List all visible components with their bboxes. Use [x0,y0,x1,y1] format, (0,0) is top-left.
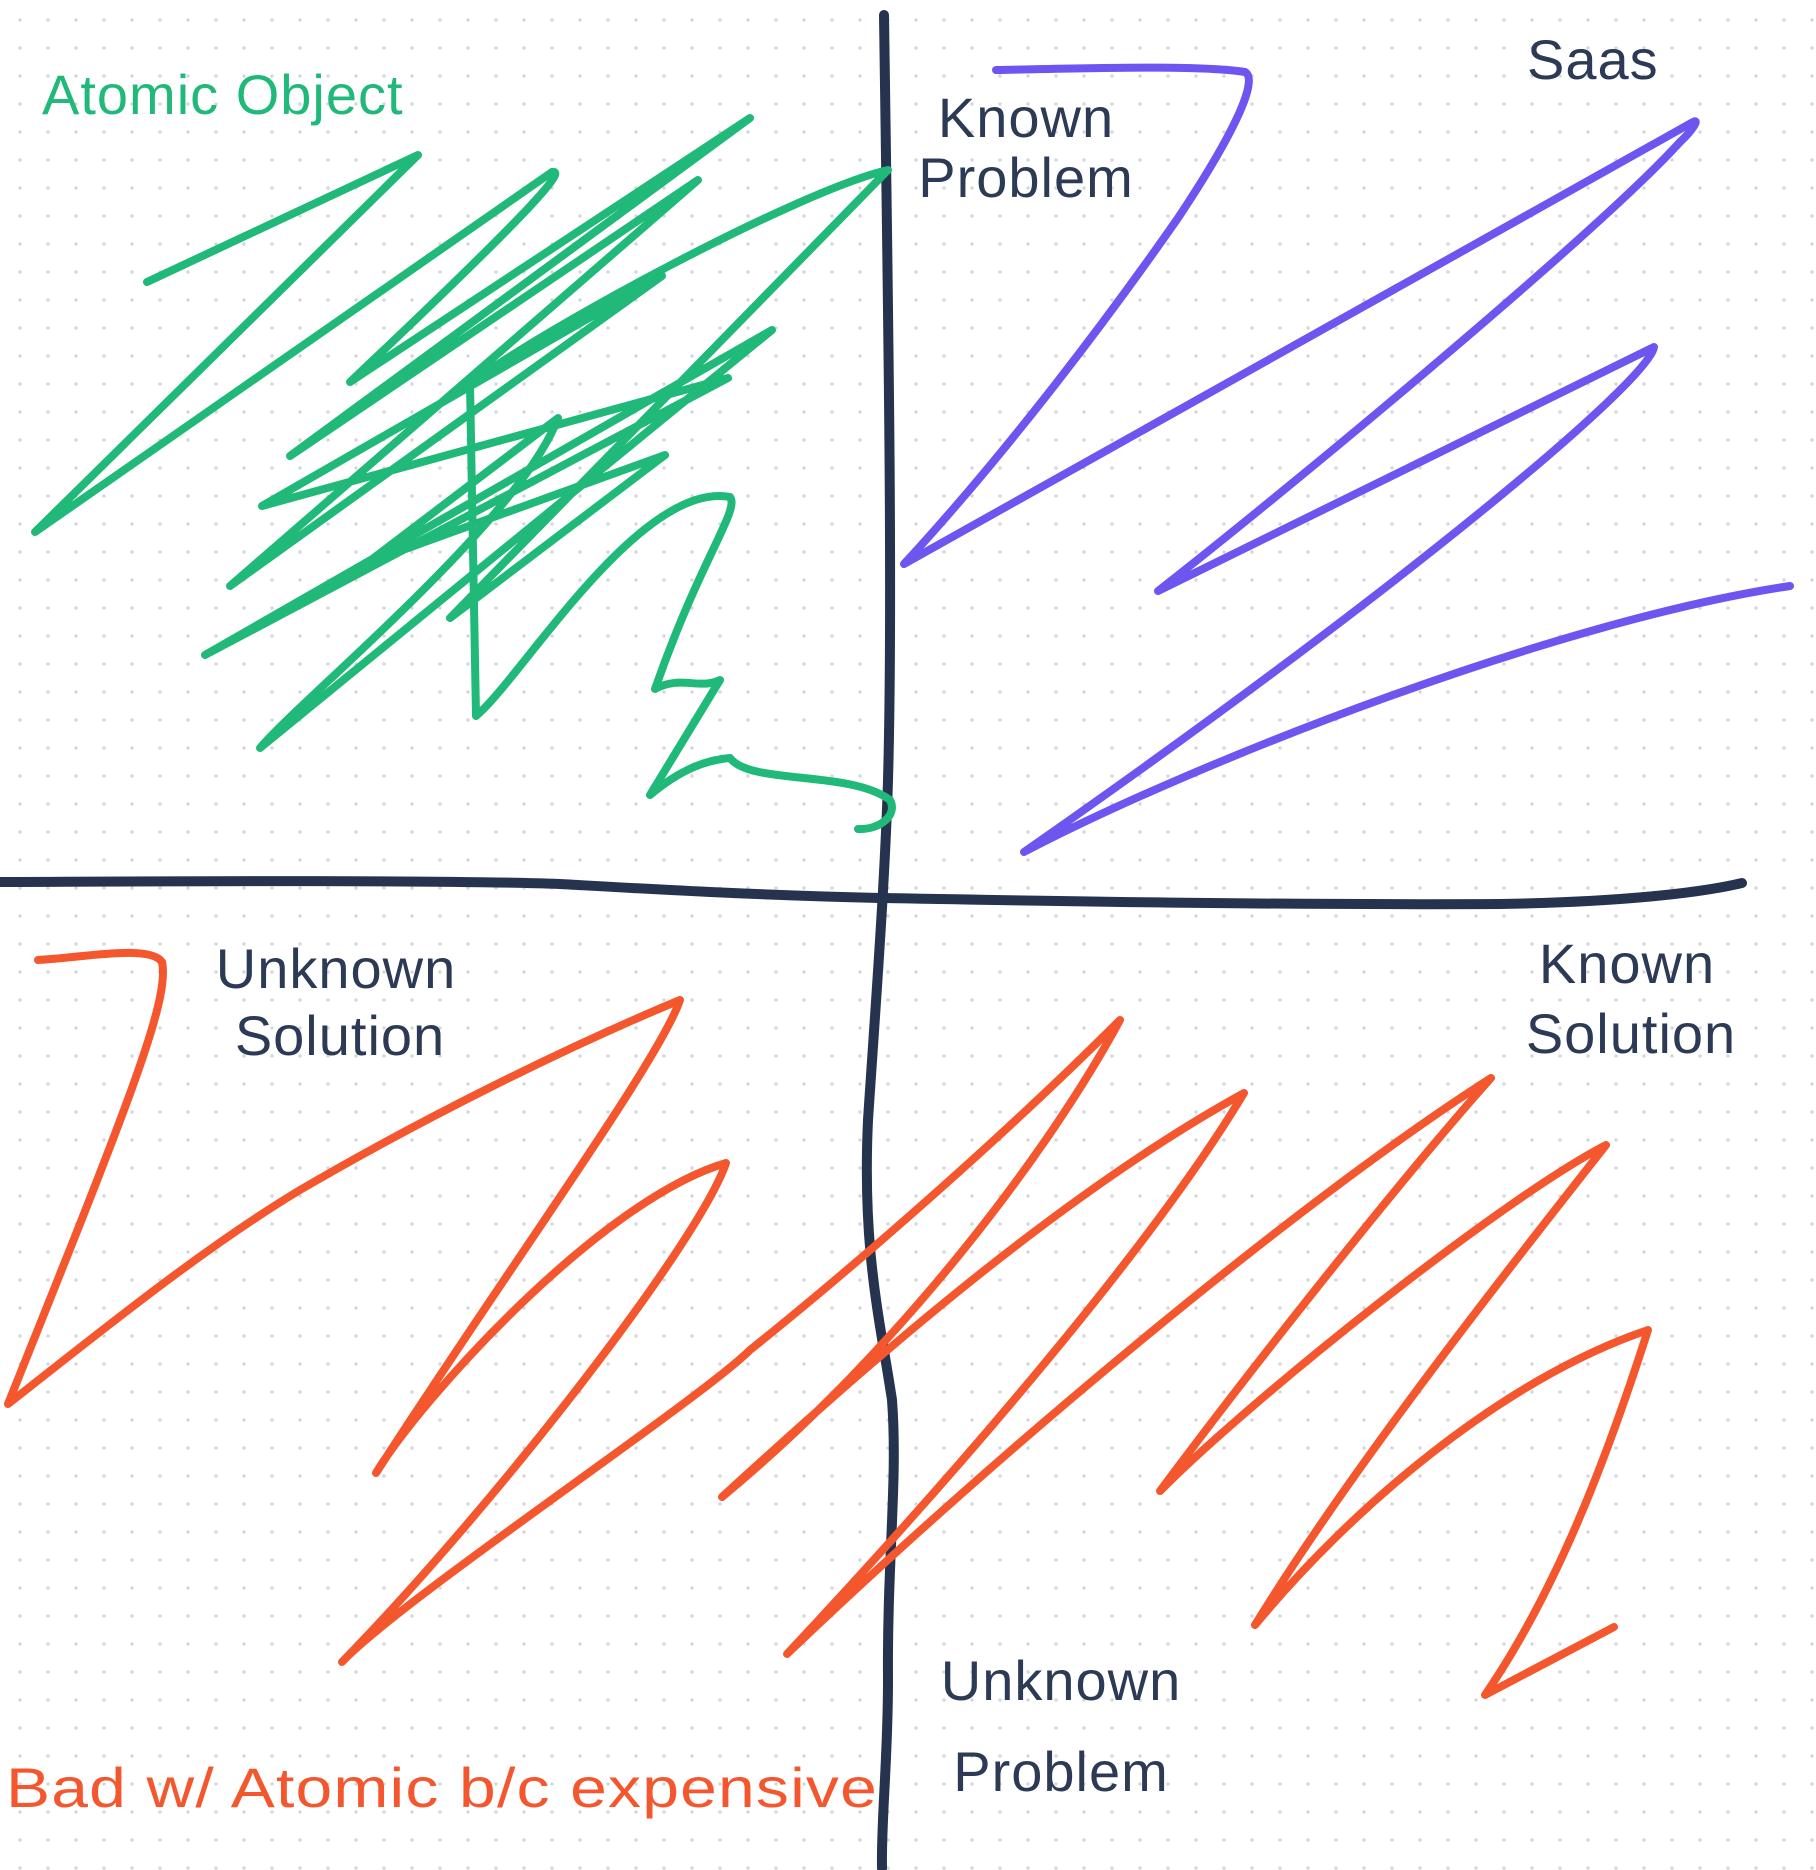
top-axis-label-line1: Known [938,86,1114,149]
bad-with-atomic-note: Bad w/ Atomic b/c expensive [6,1756,878,1819]
horizontal-axis [0,876,1747,910]
bottom-axis-label-line2: Problem [953,1740,1169,1803]
vertical-axis [861,10,899,1870]
bottom-axis-label-line1: Unknown [941,1649,1181,1712]
left-axis-label-line1: Unknown [216,937,456,1000]
purple-scribble [900,63,1794,856]
saas-label: Saas [1527,28,1659,91]
green-scribble [31,114,896,833]
right-axis-label-line2: Solution [1526,1002,1736,1065]
atomic-object-label: Atomic Object [42,63,404,126]
left-axis-label-line2: Solution [235,1004,445,1067]
top-axis-label-line2: Problem [918,146,1134,209]
red-scribble [4,948,1652,1699]
right-axis-label-line1: Known [1539,932,1715,995]
